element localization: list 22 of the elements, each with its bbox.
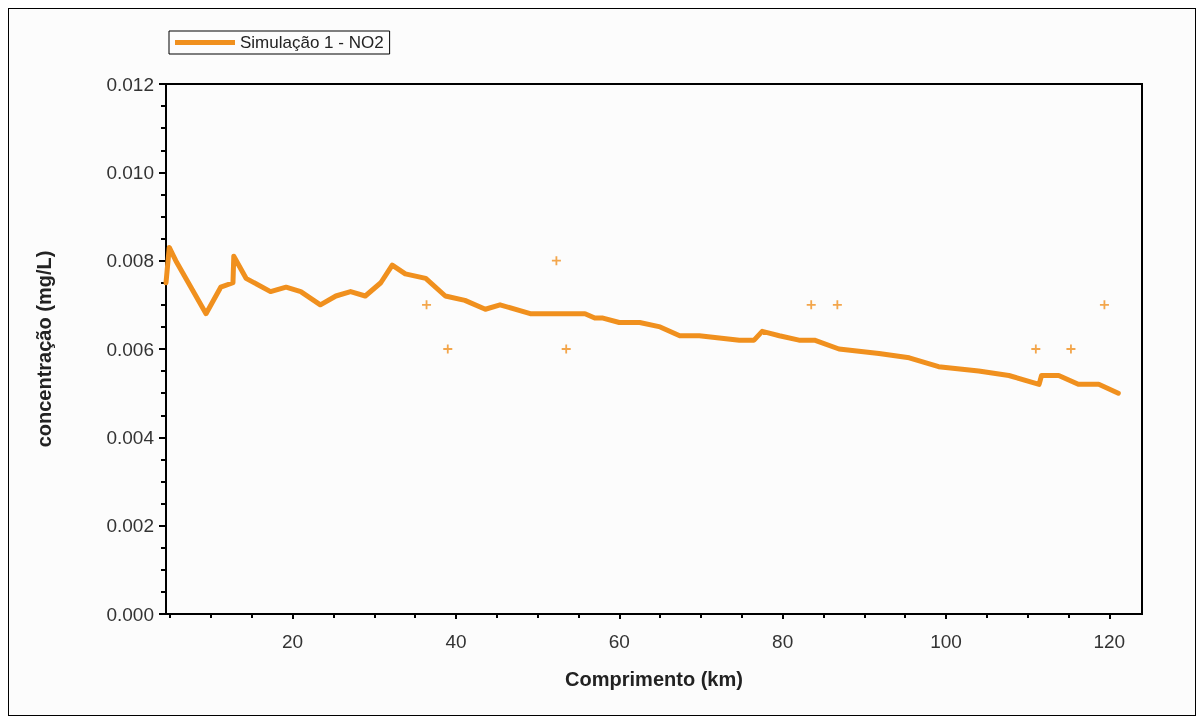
point <box>561 344 571 354</box>
point <box>1031 344 1041 354</box>
point <box>443 344 453 354</box>
x-tick-label: 60 <box>608 631 630 652</box>
x-tick-label: 80 <box>772 631 794 652</box>
point <box>1066 344 1076 354</box>
x-axis-title: Comprimento (km) <box>565 668 743 690</box>
legend-label: Simulação 1 - NO2 <box>240 33 384 52</box>
y-tick-label: 0.004 <box>106 426 155 448</box>
x-tick-label: 120 <box>1093 631 1126 652</box>
x-tick-label: 100 <box>930 631 962 652</box>
y-tick-label: 0.006 <box>106 338 154 360</box>
y-tick-label: 0.010 <box>106 161 154 183</box>
x-tick-label: 40 <box>445 631 467 652</box>
y-axis-title: concentração (mg/L) <box>33 250 55 448</box>
y-tick-label: 0.008 <box>106 250 154 272</box>
y-tick-label: 0.002 <box>106 515 154 537</box>
y-tick-label: 0.012 <box>106 73 154 95</box>
y-tick-label: 0.000 <box>106 603 154 625</box>
point <box>832 300 842 310</box>
point <box>806 300 816 310</box>
x-tick-label: 20 <box>282 631 304 652</box>
